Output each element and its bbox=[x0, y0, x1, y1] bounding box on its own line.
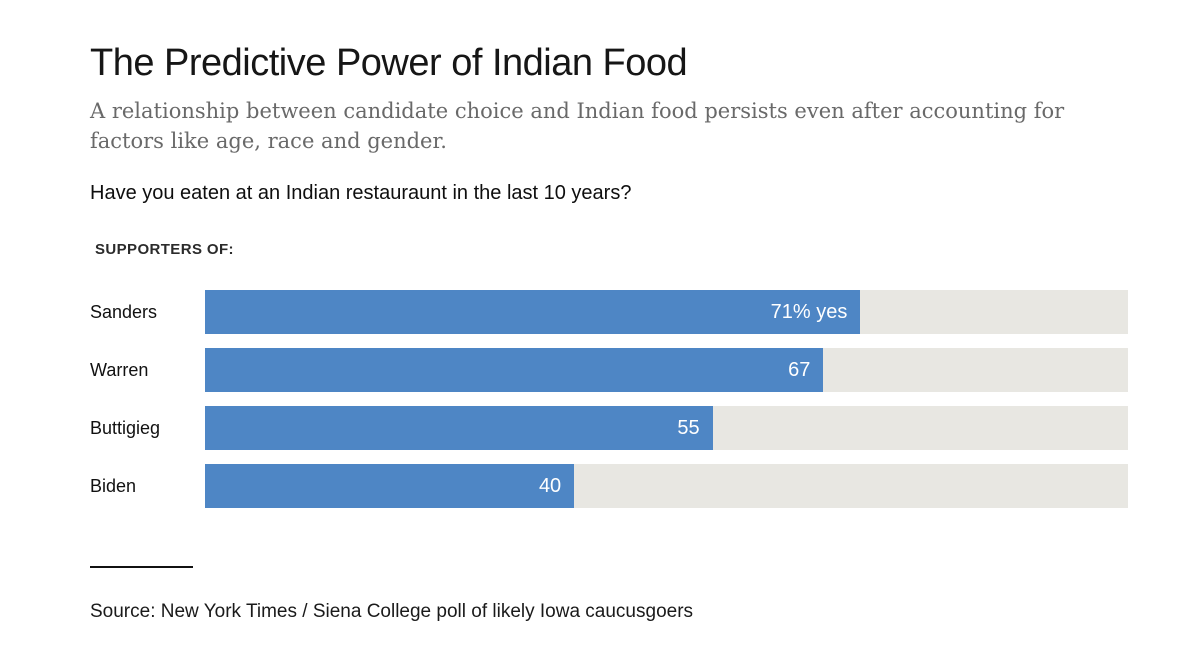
supporters-label: SUPPORTERS OF: bbox=[95, 241, 234, 258]
bar-label: Warren bbox=[90, 359, 149, 380]
bar-track: 71% yes bbox=[205, 290, 1128, 334]
bar-row: Buttigieg 55 bbox=[90, 406, 1200, 450]
bar-value: 55 bbox=[677, 416, 700, 439]
bar-value: 67 bbox=[788, 358, 811, 381]
page-title: The Predictive Power of Indian Food bbox=[90, 42, 688, 84]
bar-value: 40 bbox=[538, 474, 562, 497]
source-divider bbox=[90, 566, 193, 568]
subtitle-line-1: A relationship between candidate choice … bbox=[90, 99, 1065, 123]
bar-chart: Sanders 71% yes Warren 67 Buttigieg 55 B… bbox=[90, 290, 1200, 508]
subtitle-line-2: factors like age, race and gender. bbox=[90, 129, 447, 153]
bar-label: Biden bbox=[90, 475, 137, 496]
bar-track: 55 bbox=[205, 406, 1128, 450]
source-note: Source: New York Times / Siena College p… bbox=[90, 601, 694, 622]
bar-label: Sanders bbox=[90, 301, 158, 322]
bar-label: Buttigieg bbox=[90, 417, 161, 438]
bar: 40 bbox=[205, 464, 575, 508]
chart-subtitle: A relationship between candidate choice … bbox=[90, 96, 1090, 156]
chart-question: Have you eaten at an Indian restauraunt … bbox=[90, 182, 632, 204]
bar-track: 40 bbox=[205, 464, 1128, 508]
chart-panel: The Predictive Power of Indian Food A re… bbox=[90, 42, 1200, 622]
bar-value: 71% yes bbox=[770, 300, 848, 323]
bar: 67 bbox=[205, 348, 824, 392]
bar: 55 bbox=[205, 406, 713, 450]
bar: 71% yes bbox=[205, 290, 861, 334]
bar-row: Biden 40 bbox=[90, 464, 1200, 508]
bar-track: 67 bbox=[205, 348, 1128, 392]
bar-row: Sanders 71% yes bbox=[90, 290, 1200, 334]
bar-row: Warren 67 bbox=[90, 348, 1200, 392]
